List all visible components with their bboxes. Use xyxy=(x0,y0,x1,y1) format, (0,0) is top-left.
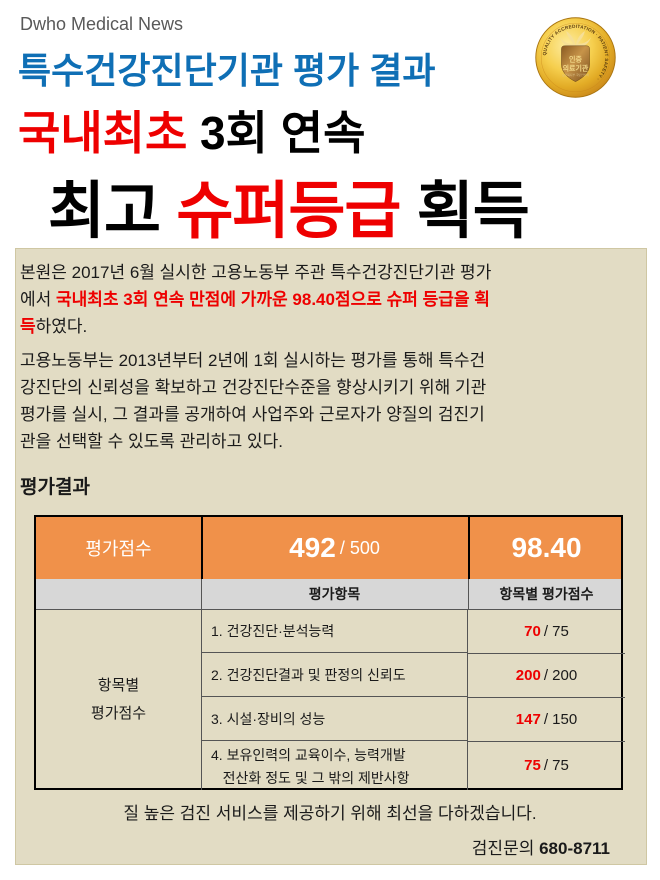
svg-text:인증: 인증 xyxy=(569,54,582,63)
svg-text:의료기관: 의료기관 xyxy=(563,64,589,73)
svg-text:보건복지부·국민안전처: 보건복지부·국민안전처 xyxy=(562,73,589,77)
